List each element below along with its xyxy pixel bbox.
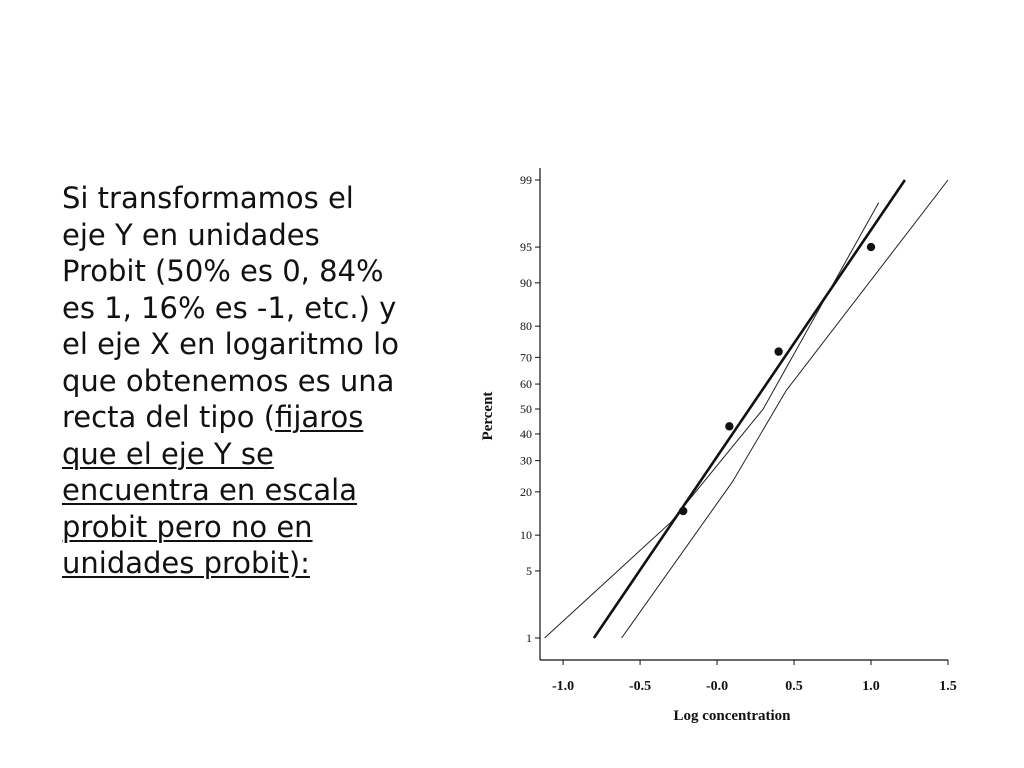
y-tick-label: 99 — [520, 173, 532, 187]
text-segment: eje Y en unidades — [62, 217, 320, 252]
x-tick-label: 0.5 — [785, 679, 803, 694]
y-tick-group: 99 95 90 80 70 60 50 40 30 20 10 5 1 — [520, 173, 540, 645]
underlined-text-segment: unidades probit): — [62, 546, 310, 580]
text-line: que el eje Y se — [62, 436, 462, 473]
fit-line — [592, 179, 906, 639]
x-tick-label: -0.0 — [706, 679, 728, 694]
y-tick-label: 5 — [526, 564, 532, 578]
y-tick-label: 60 — [520, 377, 532, 391]
x-axis-title: Log concentration — [673, 708, 791, 724]
plot-series — [544, 179, 949, 639]
text-segment: Probit (50% es 0, 84% — [62, 254, 384, 288]
probit-chart: 99 95 90 80 70 60 50 40 30 20 10 5 1 -1.0 -0.5 -0.0 0.5… — [480, 168, 957, 724]
text-segment: el eje X en logaritmo lo — [62, 327, 399, 361]
underlined-text-segment: que el eje Y se — [62, 436, 274, 471]
confidence-band-upper — [544, 202, 880, 639]
x-tick-label: -0.5 — [629, 679, 651, 694]
data-point — [678, 506, 688, 516]
text-line: eje Y en unidades — [62, 217, 462, 254]
y-tick-label: 1 — [526, 631, 532, 645]
text-segment: que obtenemos es una — [62, 363, 395, 398]
y-tick-label: 80 — [520, 319, 532, 333]
text-line: Si transformamos el — [62, 180, 462, 217]
text-line: el eje X en logaritmo lo — [62, 326, 462, 363]
slide-text-block: Si transformamos el eje Y en unidades Prob… — [62, 180, 462, 582]
text-line: Probit (50% es 0, 84% — [62, 253, 462, 290]
y-tick-label: 50 — [520, 402, 532, 416]
text-line: es 1, 16% es -1, etc.) y — [62, 290, 462, 327]
text-segment: recta del tipo ( — [62, 400, 276, 434]
y-tick-label: 95 — [520, 240, 532, 254]
text-line: recta del tipo (fijaros — [62, 399, 462, 436]
x-tick-group: -1.0 -0.5 -0.0 0.5 1.0 1.5 — [552, 660, 957, 694]
x-tick-label: 1.5 — [939, 679, 957, 694]
y-axis-title: Percent — [480, 392, 496, 441]
underlined-text-segment: encuentra en escala — [62, 473, 357, 507]
y-tick-label: 10 — [520, 528, 532, 542]
text-segment: es 1, 16% es -1, etc.) y — [62, 290, 397, 325]
underlined-text-segment: probit pero no en — [62, 509, 313, 544]
data-point — [866, 242, 876, 252]
y-tick-label: 40 — [520, 427, 532, 441]
y-tick-label: 70 — [520, 350, 532, 364]
text-line: probit pero no en — [62, 509, 462, 546]
underlined-text-segment: fijaros — [275, 400, 364, 434]
x-tick-label: -1.0 — [552, 679, 574, 694]
x-tick-label: 1.0 — [862, 679, 880, 694]
y-tick-label: 20 — [520, 485, 532, 499]
y-tick-label: 90 — [520, 276, 532, 290]
text-line: que obtenemos es una — [62, 363, 462, 400]
y-tick-label: 30 — [520, 454, 532, 468]
text-line: unidades probit): — [62, 545, 462, 582]
data-point — [725, 422, 734, 431]
data-point — [774, 347, 783, 356]
text-segment: Si transformamos el — [62, 181, 354, 215]
confidence-band-lower — [621, 179, 949, 639]
text-line: encuentra en escala — [62, 472, 462, 509]
